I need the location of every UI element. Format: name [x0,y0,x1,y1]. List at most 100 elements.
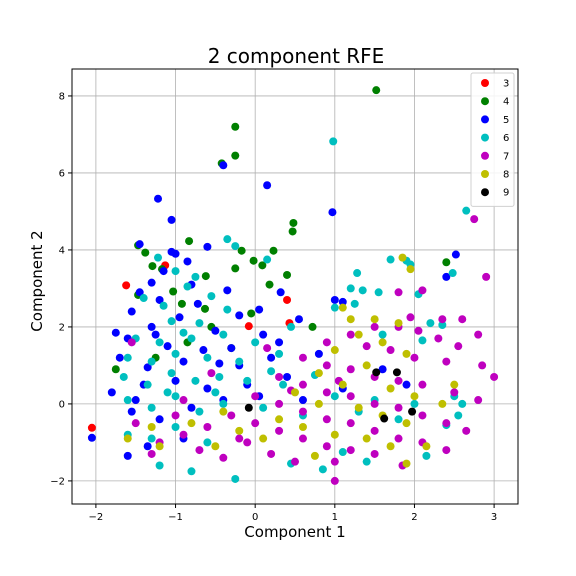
data-point [426,319,435,328]
data-point [171,349,180,358]
data-point [442,272,451,281]
data-point [346,284,355,293]
data-point [255,305,264,314]
data-point [442,419,451,428]
data-point [115,353,124,362]
data-point [231,264,240,273]
legend-marker [481,79,489,87]
data-point [451,250,460,259]
data-point [291,457,299,466]
data-point [171,411,180,420]
data-point [211,442,220,451]
data-point [267,367,276,376]
data-point [141,248,150,257]
y-tick-label: 0 [59,399,65,410]
data-point [418,411,427,420]
data-point [219,330,228,339]
data-point [235,434,244,443]
data-point [171,392,180,401]
data-point [350,299,359,308]
data-point [127,407,136,416]
x-axis-label: Component 1 [244,523,345,541]
data-point [243,376,252,385]
data-point [119,372,128,381]
data-point [330,295,339,304]
data-point [330,392,339,401]
data-point [147,322,156,331]
data-point [402,349,411,358]
data-point [267,449,276,458]
data-point [402,380,411,389]
data-point [406,265,415,274]
data-point [275,372,284,381]
data-point [135,240,144,249]
data-point [171,423,180,432]
data-point [358,286,367,295]
data-point [219,399,228,408]
data-point [183,282,192,291]
data-point [386,255,395,264]
data-point [298,353,307,362]
data-point [122,281,131,290]
data-point [147,357,156,366]
data-point [482,272,491,281]
data-point [346,315,355,324]
data-point [235,311,244,320]
data-point [462,206,471,215]
data-point [454,342,463,351]
data-point [442,258,451,267]
legend-marker [481,133,489,142]
data-point [418,286,427,295]
data-point [374,288,383,297]
data-point [167,247,176,256]
data-point [201,304,210,313]
data-point [298,396,307,405]
data-point [330,430,339,439]
legend-marker [481,188,489,197]
data-point [251,338,260,347]
data-point [159,267,168,276]
data-point [159,301,168,310]
data-point [318,465,327,474]
data-point [438,399,447,408]
data-point [328,208,337,217]
data-point [155,442,164,451]
data-point [434,334,443,343]
data-point [171,267,180,276]
legend-label: 8 [503,170,509,181]
data-point [378,365,387,374]
data-point [478,361,487,370]
data-point [354,403,363,412]
data-point [263,181,272,190]
data-point [329,137,338,146]
data-point [354,330,363,339]
data-point [187,419,196,428]
data-point [370,426,379,435]
data-point [87,423,96,432]
data-point [227,411,236,420]
data-point [291,388,299,397]
data-point [462,426,471,435]
data-point [310,451,319,460]
data-point [187,467,196,476]
series-9 [244,368,417,423]
data-point [227,344,236,353]
data-point [410,392,419,401]
data-point [148,262,157,271]
y-axis-label: Component 2 [28,230,46,331]
series-7 [127,215,499,485]
data-point [185,237,194,246]
x-tick-label: 0 [252,512,258,523]
data-point [87,433,96,442]
data-point [179,357,188,366]
data-point [131,419,140,428]
data-point [203,242,212,251]
data-point [275,349,284,358]
data-point [322,442,331,451]
data-point [402,419,411,428]
data-point [231,474,240,483]
data-point [392,368,401,377]
data-point [163,342,172,351]
data-point [442,357,451,366]
data-point [223,305,232,314]
